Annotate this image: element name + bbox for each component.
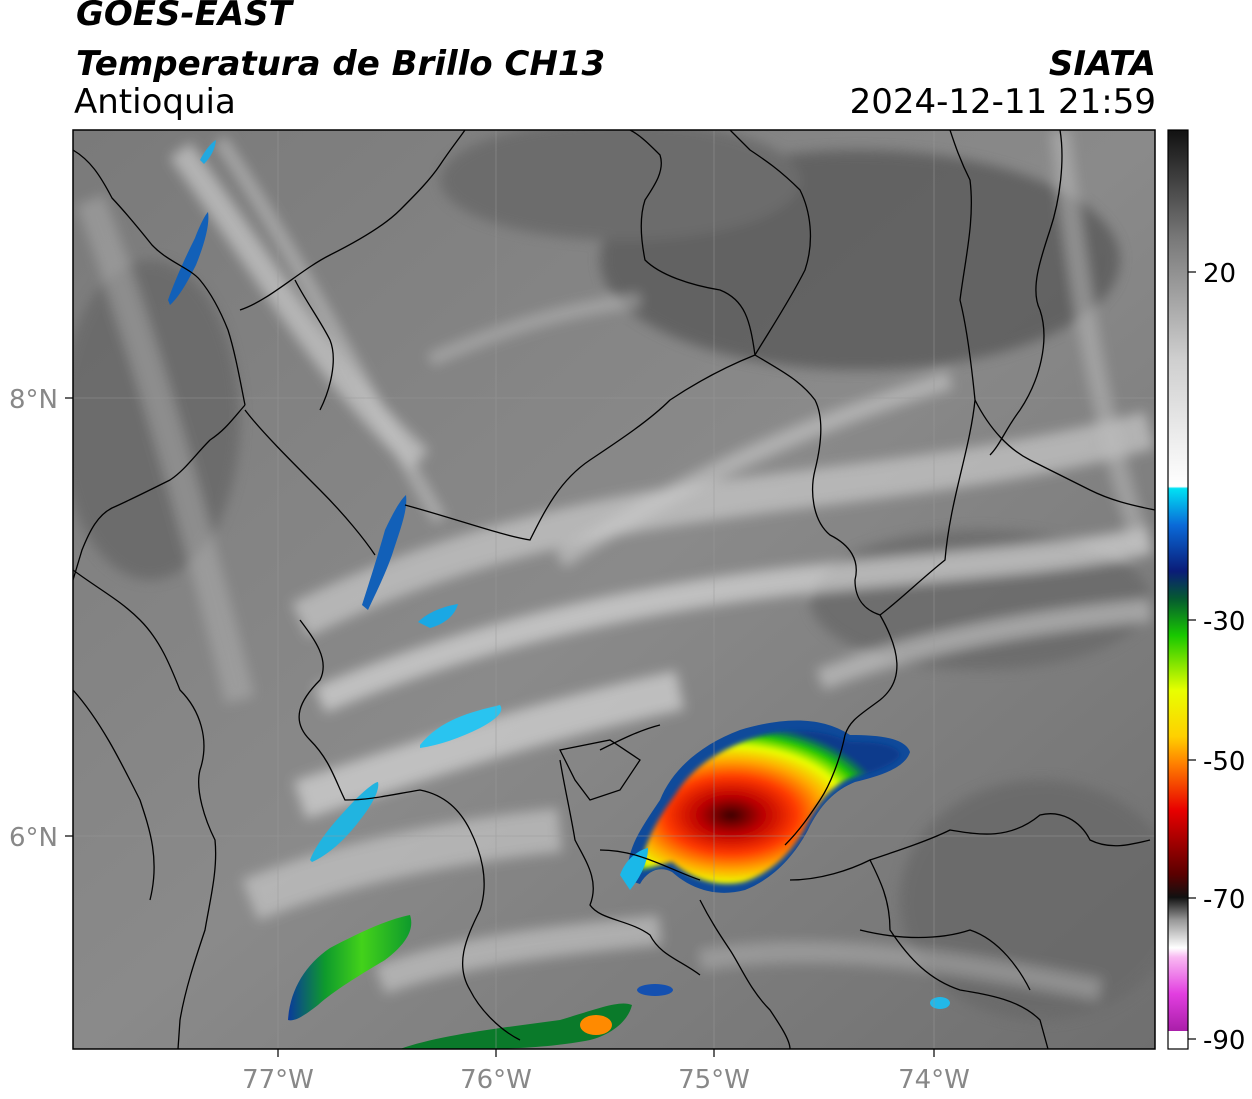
agency-label: SIATA [1048, 44, 1156, 84]
colorbar-label-minus30: -30 [1203, 607, 1245, 637]
colorbar-label-minus70: -70 [1203, 885, 1245, 915]
lon-tick-76w: 76°W [460, 1065, 532, 1095]
cloud-texture [73, 130, 1155, 1020]
cold-cloud-tops [168, 140, 950, 1049]
lon-tick-77w: 77°W [242, 1065, 314, 1095]
colorbar-ticks [1188, 271, 1196, 1040]
satellite-title: GOES-EAST [76, 0, 292, 34]
boundaries [73, 130, 1155, 1049]
product-title: Temperatura de Brillo CH13 [76, 44, 606, 84]
map-area [73, 130, 1155, 1049]
graticule [73, 130, 1155, 1049]
colorbar-label-20: 20 [1203, 259, 1236, 289]
colorbar-label-minus90: -90 [1203, 1026, 1245, 1056]
colorbar-frame [1167, 129, 1189, 1050]
colorbar: 20 -30 -50 -70 -90 [1167, 129, 1245, 1056]
colorbar-label-minus50: -50 [1203, 747, 1245, 777]
axis-ticks [65, 397, 935, 1057]
colorbar-gradient [1168, 130, 1188, 1049]
timestamp-label: 2024-12-11 21:59 [849, 82, 1156, 122]
lon-tick-74w: 74°W [898, 1065, 970, 1095]
lat-tick-8n: 8°N [9, 385, 58, 415]
map-frame [72, 129, 1156, 1050]
region-label: Antioquia [74, 82, 236, 122]
lon-tick-75w: 75°W [678, 1065, 750, 1095]
colorbar-min-swatch [1168, 1031, 1188, 1049]
lat-tick-6n: 6°N [9, 823, 58, 853]
